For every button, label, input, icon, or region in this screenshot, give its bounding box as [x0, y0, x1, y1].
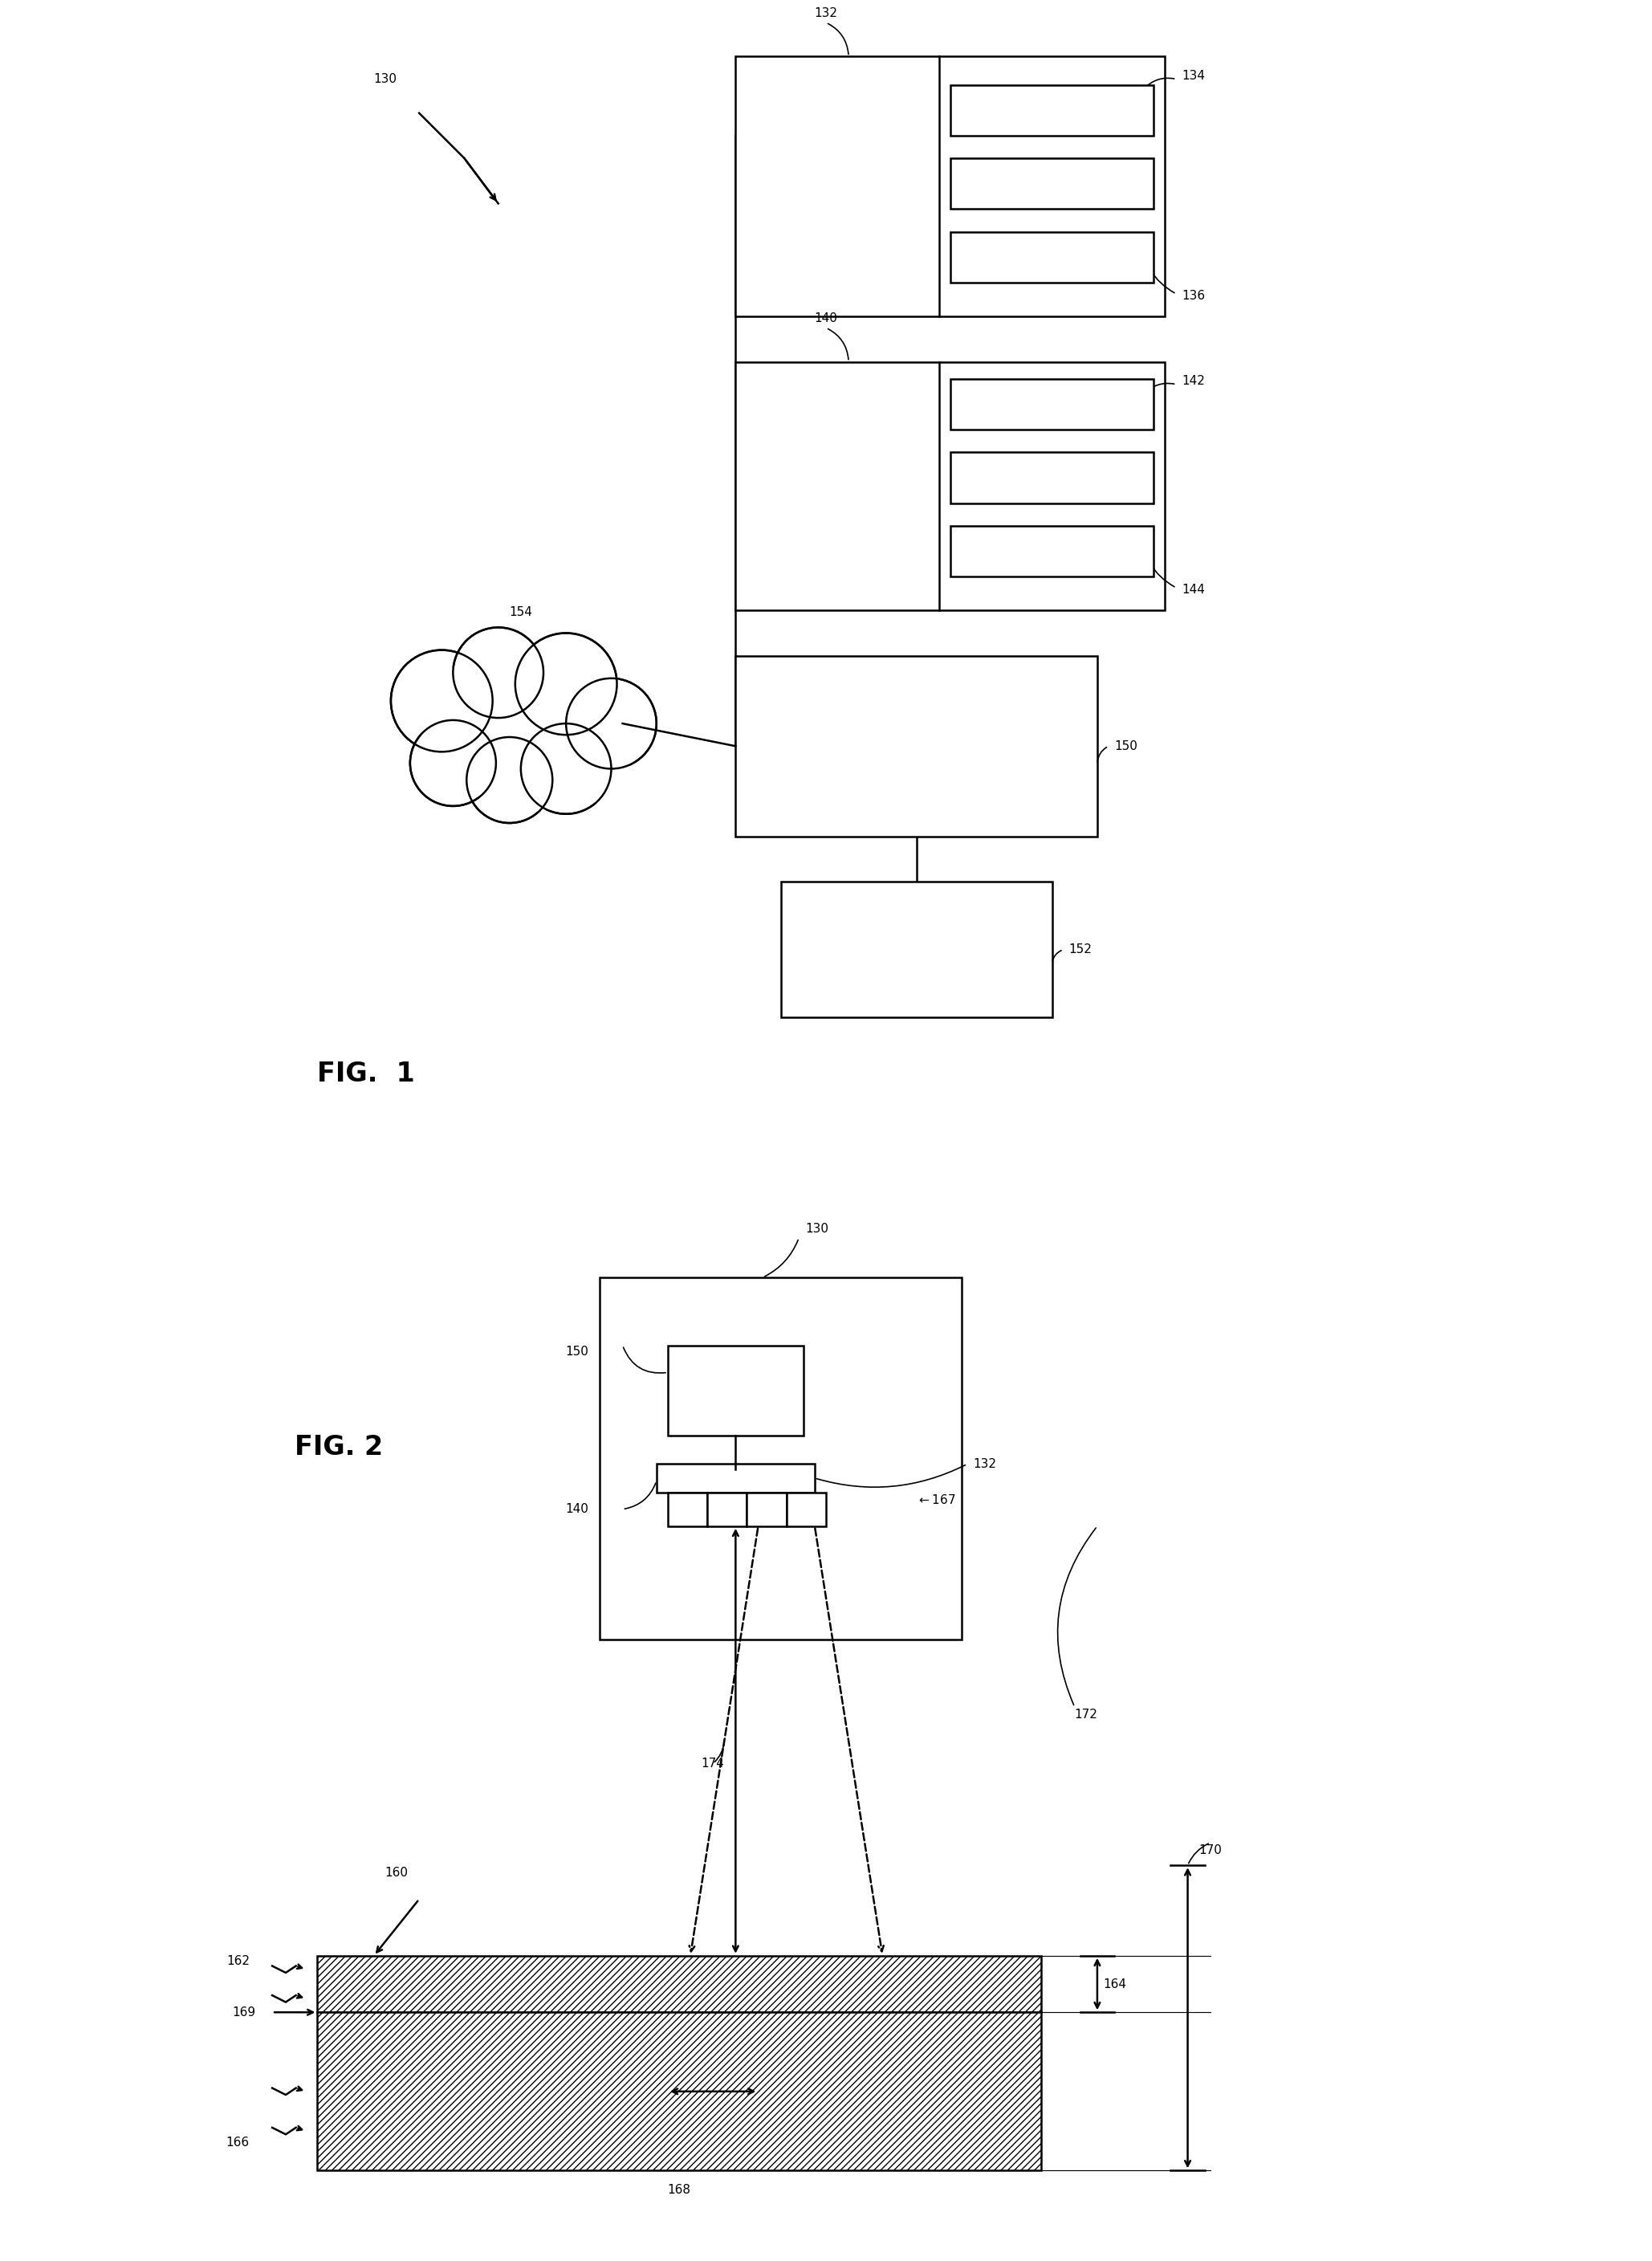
Circle shape [453, 626, 544, 719]
Polygon shape [420, 644, 646, 814]
Text: 162: 162 [226, 1956, 249, 1967]
Text: 134: 134 [1183, 70, 1206, 81]
Text: 174: 174 [700, 1757, 724, 1770]
Text: 150: 150 [565, 1345, 588, 1357]
Bar [317, 1956, 1041, 2012]
Bar [950, 452, 1153, 502]
Bar [317, 1956, 1041, 2012]
Bar [950, 158, 1153, 210]
Bar [781, 882, 1052, 1017]
Text: 132: 132 [814, 7, 838, 20]
Circle shape [392, 651, 492, 751]
Bar [317, 2012, 1041, 2171]
Bar [317, 2012, 1041, 2171]
Bar [735, 362, 1165, 610]
Text: 170: 170 [1199, 1845, 1222, 1856]
Circle shape [466, 737, 552, 823]
Circle shape [515, 633, 616, 735]
Text: 152: 152 [1069, 943, 1092, 956]
Bar [667, 1492, 707, 1526]
Circle shape [567, 678, 656, 769]
Text: 136: 136 [1183, 289, 1206, 303]
Text: 140: 140 [565, 1504, 588, 1515]
Bar [656, 1465, 814, 1492]
Text: 132: 132 [973, 1458, 996, 1470]
Circle shape [410, 719, 496, 805]
Text: 154: 154 [509, 606, 532, 620]
Text: 150: 150 [1113, 739, 1137, 753]
Text: 160: 160 [385, 1868, 408, 1879]
Bar [950, 84, 1153, 136]
Bar [735, 57, 1165, 317]
Bar [667, 1345, 803, 1436]
Bar [950, 231, 1153, 283]
Bar [707, 1492, 747, 1526]
Text: FIG. 2: FIG. 2 [294, 1433, 383, 1461]
Text: 130: 130 [805, 1223, 829, 1235]
Text: 166: 166 [226, 2137, 249, 2148]
Text: 142: 142 [1183, 375, 1206, 387]
Text: 164: 164 [1104, 1978, 1127, 1990]
Text: $\leftarrow$167: $\leftarrow$167 [917, 1492, 955, 1506]
Text: 172: 172 [1075, 1709, 1099, 1721]
Text: 140: 140 [814, 312, 838, 326]
Bar [786, 1492, 826, 1526]
Bar [600, 1277, 961, 1639]
Text: 169: 169 [231, 2006, 254, 2019]
Bar [735, 656, 1097, 837]
Text: 168: 168 [667, 2184, 691, 2195]
Bar [950, 525, 1153, 577]
Bar [950, 378, 1153, 430]
Text: 130: 130 [373, 72, 396, 86]
Text: 144: 144 [1183, 583, 1206, 597]
Circle shape [520, 724, 611, 814]
Text: FIG.  1: FIG. 1 [317, 1060, 415, 1088]
Bar [747, 1492, 786, 1526]
